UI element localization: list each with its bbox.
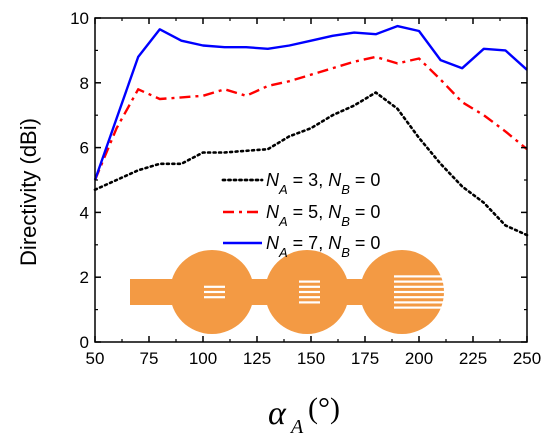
antenna-slot xyxy=(394,306,448,309)
series-line-3 xyxy=(93,24,528,181)
legend-item: NA = 5, NB = 0 xyxy=(223,202,380,229)
x-axis-label: α A (°) xyxy=(268,392,340,438)
y-tick-label: 0 xyxy=(80,333,89,352)
antenna-slot xyxy=(394,301,448,304)
legend-label: NA = 3, NB = 0 xyxy=(266,170,380,197)
y-tick-label: 6 xyxy=(80,139,89,158)
antenna-insets xyxy=(130,250,448,334)
x-tick-label: 175 xyxy=(351,349,379,368)
x-tick-label: 50 xyxy=(86,349,105,368)
x-tick-label: 100 xyxy=(189,349,217,368)
antenna-slot xyxy=(394,290,448,294)
antenna-feed xyxy=(225,279,267,305)
legend-label: NA = 7, NB = 0 xyxy=(266,233,380,260)
legend-item: NA = 7, NB = 0 xyxy=(223,233,380,260)
legend-label: NA = 5, NB = 0 xyxy=(266,202,380,229)
series-line-1 xyxy=(93,91,529,237)
y-tick-label: 8 xyxy=(80,74,89,93)
x-axis-subscript: A xyxy=(289,416,304,438)
antenna-slot xyxy=(394,296,448,299)
y-tick-label: 2 xyxy=(80,268,89,287)
axis-ticks: 50 75 100 125 150 175 200 225 250 0 2 4 6 8 10 xyxy=(70,9,541,368)
series-layer xyxy=(93,24,529,237)
antenna-feed xyxy=(130,279,172,305)
x-tick-label: 200 xyxy=(405,349,433,368)
antenna-slot xyxy=(394,275,448,278)
y-tick-label: 10 xyxy=(70,9,89,28)
x-axis-symbol: α xyxy=(268,395,287,432)
legend: NA = 3, NB = 0 NA = 5, NB = 0 NA = 7, NB =… xyxy=(221,170,380,260)
antenna-slot xyxy=(394,280,448,283)
series-line-2 xyxy=(93,55,528,181)
legend-item: NA = 3, NB = 0 xyxy=(221,170,380,197)
x-tick-label: 125 xyxy=(243,349,271,368)
x-tick-label: 250 xyxy=(513,349,541,368)
x-tick-label: 225 xyxy=(459,349,487,368)
y-axis-label: Directivity (dBi) xyxy=(16,118,41,266)
antenna-slot xyxy=(394,285,448,288)
x-tick-label: 75 xyxy=(140,349,159,368)
antenna-inset xyxy=(320,250,448,334)
y-tick-label: 4 xyxy=(80,203,89,222)
x-tick-label: 150 xyxy=(297,349,325,368)
x-axis-unit: (°) xyxy=(308,392,340,425)
antenna-feed xyxy=(320,279,362,305)
